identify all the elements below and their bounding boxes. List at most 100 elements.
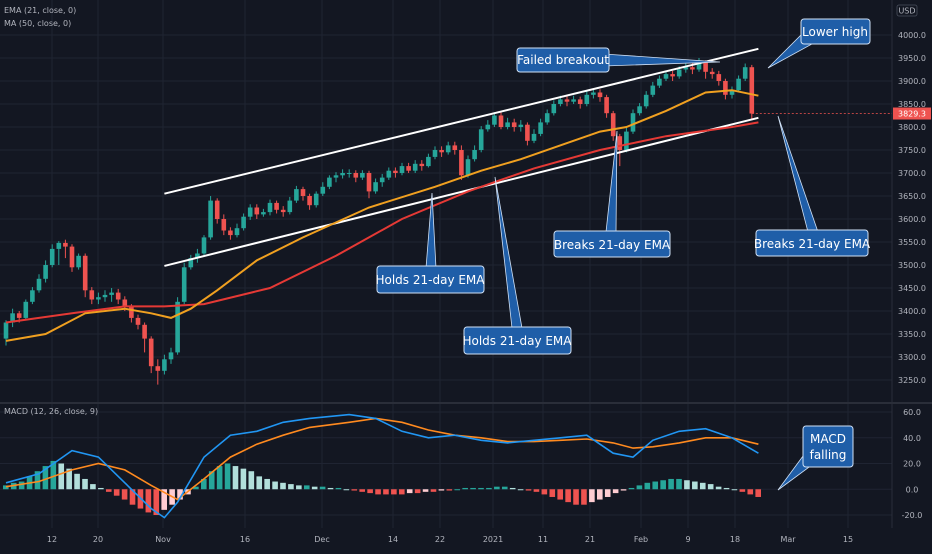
candle-body — [294, 189, 299, 201]
macd-histogram-bar — [319, 486, 326, 490]
candle — [538, 118, 543, 137]
macd-histogram-bar — [399, 489, 405, 495]
macd-histogram-bar — [684, 480, 690, 490]
candle — [327, 175, 332, 190]
ema-legend[interactable]: EMA (21, close, 0) — [4, 6, 76, 15]
time-tick-label: 22 — [435, 535, 445, 544]
annotation-breaks-ema-1: Breaks 21-day EMA — [553, 130, 671, 258]
time-tick-label: 21 — [585, 535, 595, 544]
candle-body — [228, 230, 233, 236]
macd-histogram-bar — [707, 484, 714, 490]
candle — [82, 253, 88, 298]
candle — [3, 320, 9, 346]
candle-body — [643, 94, 649, 107]
annotation-macd-falling: MACD falling — [777, 425, 854, 491]
candle — [445, 141, 451, 155]
macd-legend[interactable]: MACD (12, 26, close, 9) — [4, 407, 98, 416]
time-tick-label: 20 — [93, 535, 103, 544]
candle — [518, 120, 524, 132]
candle — [181, 262, 187, 305]
price-tick-label: 3650.0 — [898, 192, 926, 201]
macd-histogram-bar — [272, 481, 278, 490]
candle — [452, 141, 458, 155]
candle-body — [399, 166, 405, 173]
candle — [195, 248, 200, 263]
annotation-holds-ema-2: Holds 21-day EMA — [462, 176, 572, 355]
macd-histogram-bar — [597, 489, 603, 500]
candle — [637, 103, 642, 116]
candle — [175, 297, 180, 355]
candle-body — [287, 200, 293, 213]
macd-histogram-bar — [517, 489, 524, 491]
macd-histogram — [3, 460, 761, 515]
macd-histogram-bar — [660, 480, 666, 490]
candle — [663, 70, 669, 81]
candle — [109, 288, 114, 302]
macd-histogram-bar — [446, 489, 453, 491]
candle-body — [591, 92, 596, 95]
macd-histogram-bar — [193, 486, 199, 490]
macd-histogram-bar — [565, 489, 571, 503]
candle — [228, 227, 233, 240]
candle-body — [10, 313, 15, 323]
candle — [742, 63, 748, 81]
candle-body — [729, 90, 735, 95]
macd-histogram-bar — [161, 489, 167, 510]
macd-histogram-bar — [414, 489, 421, 494]
macd-tick-label: 60.0 — [903, 408, 921, 417]
candle-body — [36, 278, 42, 291]
candle — [716, 70, 722, 86]
ema21-line — [5, 89, 759, 342]
price-tick-label: 3700.0 — [898, 169, 926, 178]
candle — [591, 89, 596, 99]
candle-body — [723, 81, 728, 95]
macd-tick-label: 20.0 — [903, 460, 921, 469]
macd-histogram-bar — [82, 478, 88, 490]
macd-histogram-bar — [573, 489, 579, 505]
candle — [254, 204, 260, 219]
macd-histogram-bar — [264, 478, 270, 490]
candle — [274, 200, 279, 214]
candle-body — [135, 317, 141, 325]
macd-histogram-bar — [18, 481, 25, 490]
time-tick-label: 12 — [47, 535, 57, 544]
candle-body — [82, 255, 88, 291]
macd-histogram-bar — [604, 489, 611, 497]
candle-body — [624, 131, 629, 150]
candle-body — [155, 366, 161, 371]
candle-body — [386, 170, 392, 178]
macd-histogram-bar — [303, 485, 310, 490]
candle-body — [221, 219, 227, 231]
candle — [162, 354, 167, 375]
candle-body — [393, 170, 398, 173]
candle-body — [650, 85, 656, 95]
ma-legend[interactable]: MA (50, close, 0) — [4, 19, 71, 28]
candle-body — [115, 292, 121, 300]
candle-body — [346, 173, 352, 174]
macd-histogram-bar — [129, 489, 136, 505]
candle-body — [195, 253, 200, 259]
macd-histogram-bar — [652, 481, 659, 490]
macd-histogram-bar — [367, 489, 373, 494]
macd-histogram-bar — [105, 489, 112, 492]
candle-body — [551, 104, 557, 114]
candle-body — [148, 338, 154, 367]
candle — [63, 239, 68, 259]
candle — [511, 118, 517, 132]
annotation-macd-line2: falling — [810, 448, 847, 462]
macd-histogram-bar — [280, 482, 286, 490]
macd-signal-line — [5, 417, 759, 501]
macd-axis: 60.0 40.0 20.0 0.0 -20.0 — [902, 408, 923, 520]
candle-body — [43, 265, 48, 279]
price-tick-label: 3900.0 — [898, 77, 926, 86]
candle-body — [511, 122, 517, 127]
time-tick-label: Dec — [314, 535, 329, 544]
macd-histogram-bar — [692, 481, 698, 490]
annotation-box — [463, 326, 572, 355]
candle-body — [703, 62, 708, 72]
candle — [115, 288, 121, 305]
time-tick-label: 2021 — [483, 535, 503, 544]
candle — [604, 94, 609, 118]
price-tick-label: 3450.0 — [898, 284, 926, 293]
